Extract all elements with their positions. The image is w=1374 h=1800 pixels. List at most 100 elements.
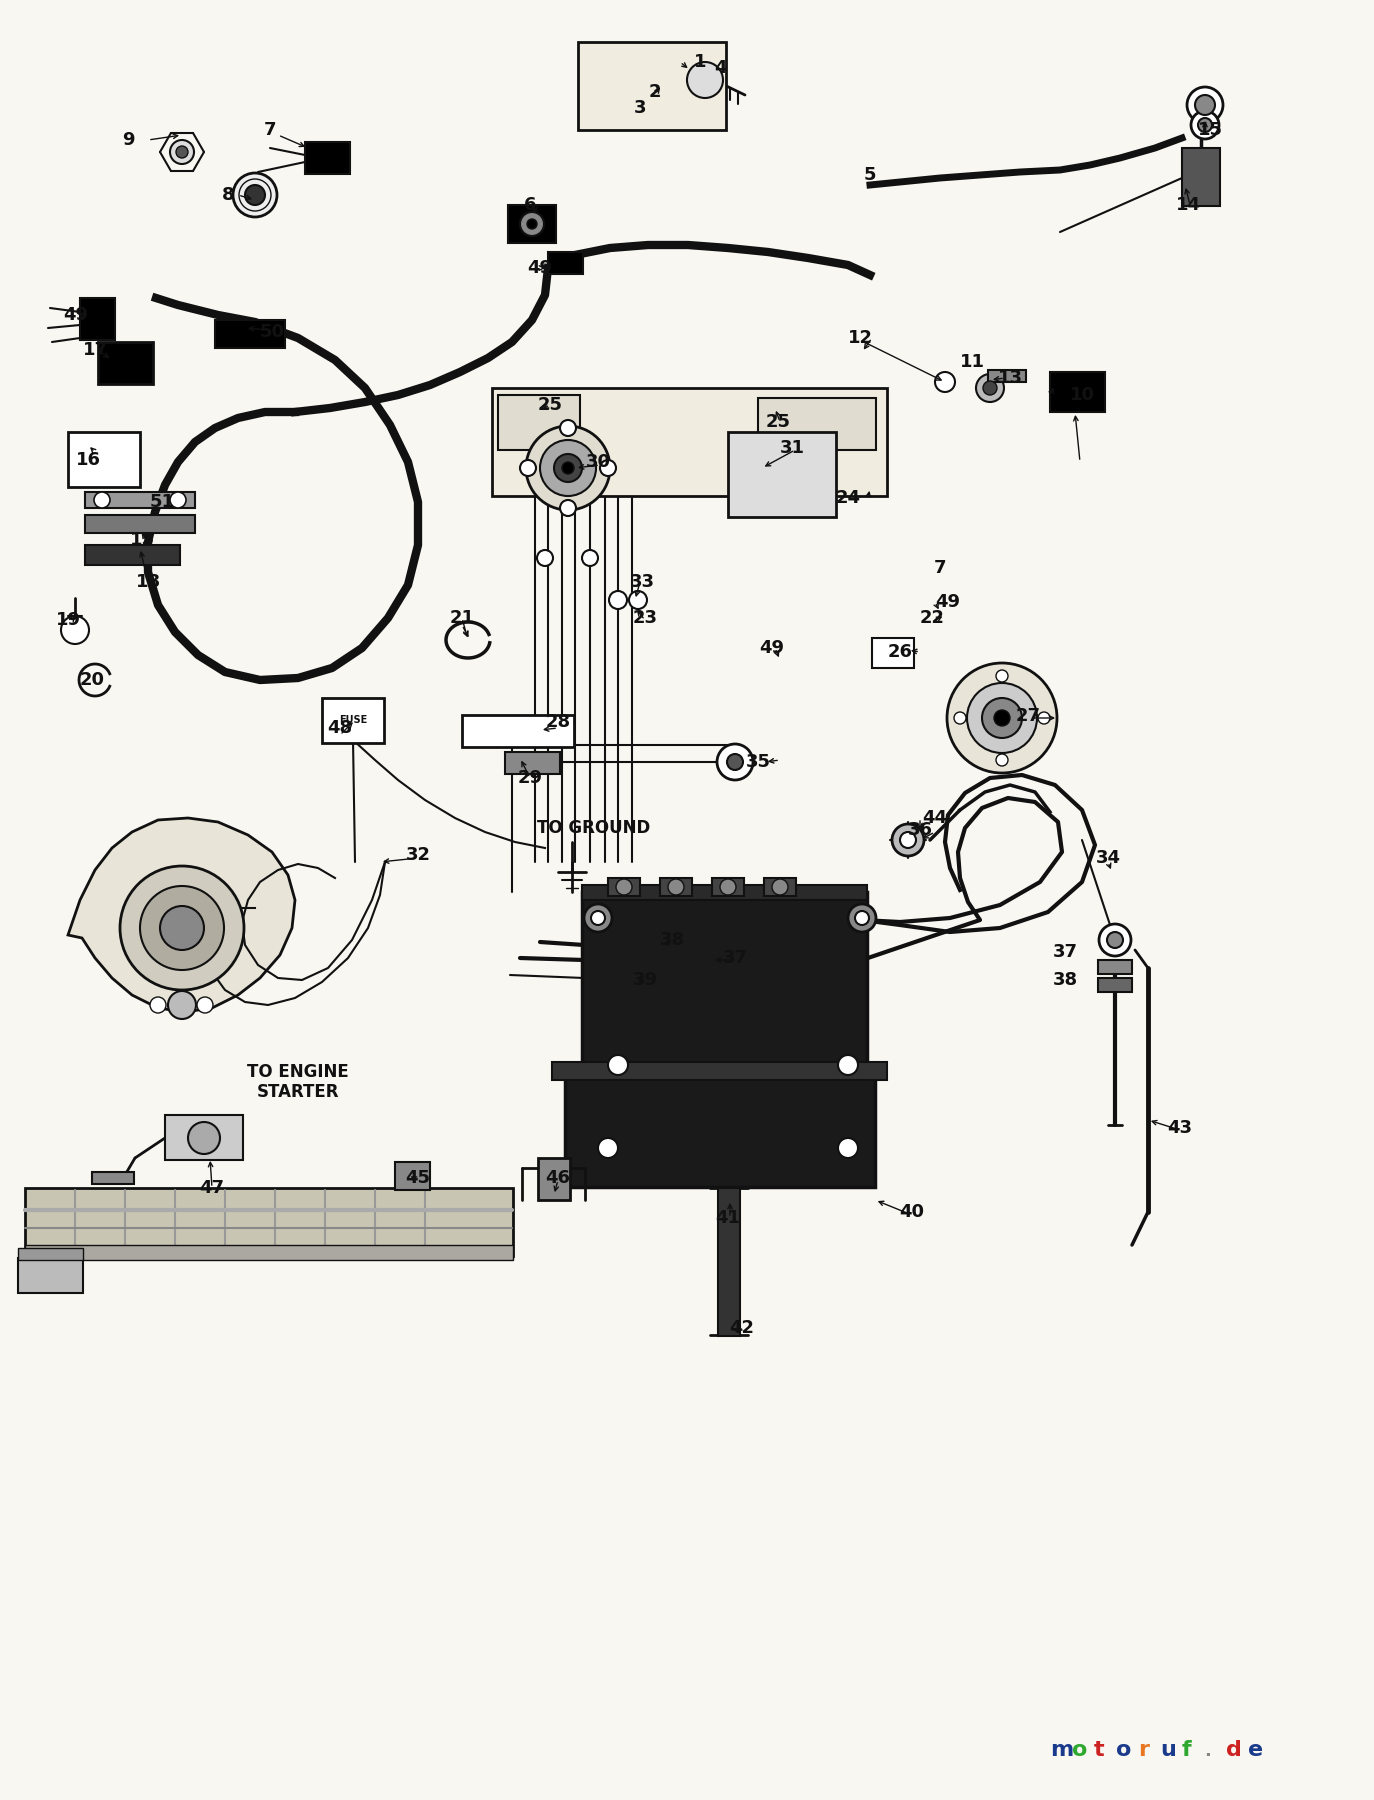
Bar bbox=[85, 491, 195, 508]
Bar bbox=[80, 299, 115, 340]
Circle shape bbox=[1195, 95, 1215, 115]
Text: 38: 38 bbox=[1052, 970, 1077, 988]
Circle shape bbox=[591, 911, 605, 925]
Bar bbox=[506, 752, 561, 774]
Circle shape bbox=[967, 682, 1037, 752]
Circle shape bbox=[772, 878, 789, 895]
Text: 15: 15 bbox=[129, 531, 154, 549]
Text: 24: 24 bbox=[835, 490, 860, 508]
Circle shape bbox=[900, 832, 916, 848]
Text: 47: 47 bbox=[199, 1179, 224, 1197]
Text: 16: 16 bbox=[76, 452, 100, 470]
Bar bbox=[25, 1188, 513, 1256]
Text: 15: 15 bbox=[1198, 121, 1223, 139]
Circle shape bbox=[150, 997, 166, 1013]
Circle shape bbox=[616, 878, 632, 895]
Circle shape bbox=[996, 754, 1009, 767]
Bar bbox=[552, 1062, 888, 1080]
Circle shape bbox=[120, 866, 245, 990]
Text: 25: 25 bbox=[537, 396, 562, 414]
Circle shape bbox=[528, 220, 537, 229]
Text: 1: 1 bbox=[694, 52, 706, 70]
Circle shape bbox=[996, 670, 1009, 682]
Bar bbox=[712, 878, 743, 896]
Circle shape bbox=[519, 212, 544, 236]
Text: o: o bbox=[1116, 1741, 1131, 1760]
Bar bbox=[583, 893, 867, 1067]
Circle shape bbox=[892, 824, 923, 857]
Circle shape bbox=[583, 551, 598, 565]
Text: 21: 21 bbox=[449, 608, 474, 626]
Bar bbox=[1050, 373, 1105, 412]
Text: m: m bbox=[1050, 1741, 1073, 1760]
Text: r: r bbox=[1138, 1741, 1149, 1760]
Text: 12: 12 bbox=[848, 329, 872, 347]
Bar bbox=[988, 371, 1026, 382]
Circle shape bbox=[598, 1138, 618, 1157]
Bar bbox=[492, 389, 888, 497]
Bar bbox=[565, 1075, 875, 1186]
Bar bbox=[394, 1163, 430, 1190]
Text: 23: 23 bbox=[632, 608, 658, 626]
Text: 30: 30 bbox=[585, 454, 610, 472]
Text: 49: 49 bbox=[760, 639, 785, 657]
Circle shape bbox=[687, 61, 723, 97]
Text: 51: 51 bbox=[150, 493, 174, 511]
Circle shape bbox=[554, 454, 583, 482]
Text: u: u bbox=[1160, 1741, 1176, 1760]
Circle shape bbox=[60, 616, 89, 644]
Circle shape bbox=[1191, 112, 1219, 139]
Text: 49: 49 bbox=[63, 306, 88, 324]
Circle shape bbox=[188, 1121, 220, 1154]
Text: 50: 50 bbox=[260, 322, 284, 340]
Circle shape bbox=[1187, 86, 1223, 122]
Bar bbox=[719, 1188, 741, 1336]
Text: 31: 31 bbox=[779, 439, 805, 457]
Text: 20: 20 bbox=[80, 671, 104, 689]
Bar bbox=[539, 1157, 570, 1201]
Text: 19: 19 bbox=[55, 610, 81, 628]
Text: 39: 39 bbox=[632, 970, 658, 988]
Bar bbox=[660, 878, 692, 896]
Text: d: d bbox=[1226, 1741, 1242, 1760]
Bar bbox=[18, 1258, 82, 1292]
Text: o: o bbox=[1072, 1741, 1087, 1760]
Bar bbox=[764, 878, 796, 896]
Circle shape bbox=[993, 709, 1010, 725]
Circle shape bbox=[540, 439, 596, 497]
Text: 27: 27 bbox=[1015, 707, 1040, 725]
Bar bbox=[67, 432, 140, 488]
Circle shape bbox=[234, 173, 278, 218]
Circle shape bbox=[838, 1055, 857, 1075]
Circle shape bbox=[245, 185, 265, 205]
Text: 35: 35 bbox=[746, 752, 771, 770]
Text: 6: 6 bbox=[523, 196, 536, 214]
Circle shape bbox=[562, 463, 574, 473]
Bar bbox=[548, 252, 583, 274]
Bar bbox=[872, 637, 914, 668]
Text: 37: 37 bbox=[723, 949, 747, 967]
Text: 32: 32 bbox=[405, 846, 430, 864]
Circle shape bbox=[159, 905, 203, 950]
Circle shape bbox=[170, 140, 194, 164]
Text: 37: 37 bbox=[1052, 943, 1077, 961]
Text: 25: 25 bbox=[765, 412, 790, 430]
Circle shape bbox=[954, 713, 966, 724]
Text: 5: 5 bbox=[864, 166, 877, 184]
Text: 28: 28 bbox=[545, 713, 570, 731]
Bar bbox=[85, 515, 195, 533]
Text: TO GROUND: TO GROUND bbox=[537, 819, 651, 837]
Bar bbox=[758, 398, 877, 450]
Circle shape bbox=[720, 878, 736, 895]
Text: 9: 9 bbox=[122, 131, 135, 149]
Circle shape bbox=[609, 1055, 628, 1075]
Circle shape bbox=[934, 373, 955, 392]
Text: TO ENGINE
STARTER: TO ENGINE STARTER bbox=[247, 1062, 349, 1102]
Circle shape bbox=[1107, 932, 1123, 949]
Circle shape bbox=[838, 1138, 857, 1157]
Text: f: f bbox=[1182, 1741, 1191, 1760]
Polygon shape bbox=[67, 817, 295, 1012]
Bar bbox=[1098, 977, 1132, 992]
Text: 36: 36 bbox=[907, 821, 933, 839]
Bar bbox=[98, 342, 153, 383]
